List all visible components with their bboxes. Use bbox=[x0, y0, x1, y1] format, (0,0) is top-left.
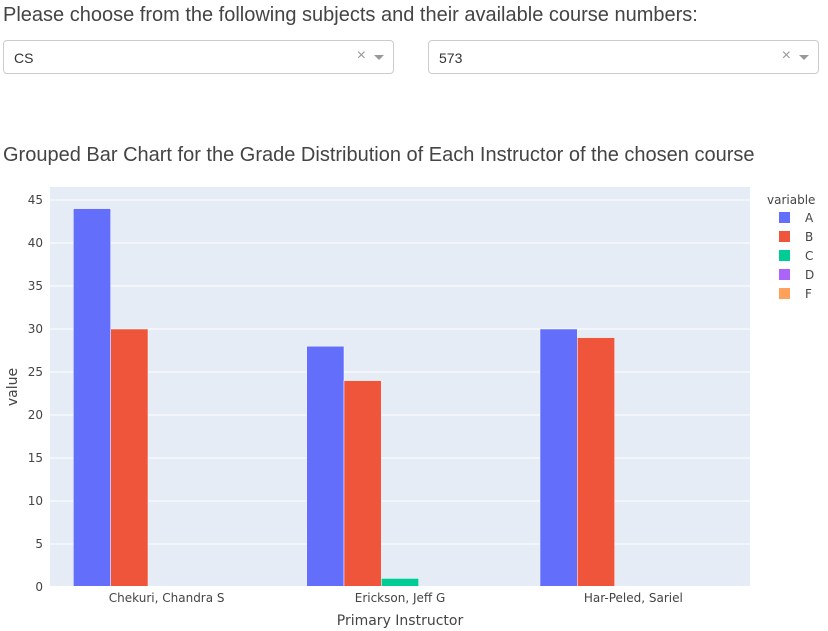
chevron-down-icon[interactable] bbox=[799, 55, 809, 60]
y-tick-label: 35 bbox=[28, 279, 43, 293]
x-axis-title: Primary Instructor bbox=[337, 613, 464, 629]
chart-title: Grouped Bar Chart for the Grade Distribu… bbox=[3, 144, 755, 166]
bar-b bbox=[343, 380, 382, 588]
y-tick-label: 5 bbox=[35, 537, 43, 551]
legend-swatch-b bbox=[779, 231, 790, 242]
legend-label-f: F bbox=[805, 287, 812, 301]
bar-b bbox=[577, 337, 615, 588]
y-tick-label: 40 bbox=[28, 236, 43, 250]
legend-label-a: A bbox=[805, 211, 814, 225]
legend-swatch-f bbox=[779, 288, 790, 299]
y-tick-label: 25 bbox=[28, 365, 43, 379]
y-tick-label: 15 bbox=[28, 451, 43, 465]
x-tick-label: Har-Peled, Sariel bbox=[584, 591, 683, 605]
legend-title: variable bbox=[767, 193, 815, 207]
legend-swatch-d bbox=[779, 269, 790, 280]
y-tick-label: 20 bbox=[28, 408, 43, 422]
bar-a bbox=[539, 328, 578, 588]
y-tick-label: 10 bbox=[28, 494, 43, 508]
x-tick-label: Erickson, Jeff G bbox=[355, 591, 446, 605]
course-dropdown-value: 573 bbox=[439, 50, 463, 66]
y-tick-label: 0 bbox=[35, 580, 43, 594]
y-axis-title: value bbox=[5, 368, 21, 406]
legend-label-d: D bbox=[805, 268, 814, 282]
bar-a bbox=[306, 345, 345, 588]
legend-swatch-c bbox=[779, 250, 790, 261]
y-tick-label: 45 bbox=[28, 193, 43, 207]
bar-a bbox=[73, 208, 111, 588]
legend-label-b: B bbox=[805, 230, 813, 244]
chevron-down-icon[interactable] bbox=[374, 55, 384, 60]
legend-swatch-a bbox=[779, 212, 790, 223]
bar-b bbox=[110, 328, 149, 588]
clear-icon[interactable]: × bbox=[356, 47, 366, 64]
clear-icon[interactable]: × bbox=[781, 47, 791, 64]
legend-label-c: C bbox=[805, 249, 813, 263]
subject-dropdown-value: CS bbox=[14, 50, 34, 66]
subject-dropdown[interactable]: CS × bbox=[3, 40, 394, 74]
y-tick-label: 30 bbox=[28, 322, 43, 336]
course-dropdown[interactable]: 573 × bbox=[428, 40, 819, 74]
plot-area bbox=[50, 187, 750, 587]
x-tick-label: Chekuri, Chandra S bbox=[109, 591, 225, 605]
instructions-text: Please choose from the following subject… bbox=[3, 4, 698, 26]
bar-c bbox=[381, 578, 419, 588]
